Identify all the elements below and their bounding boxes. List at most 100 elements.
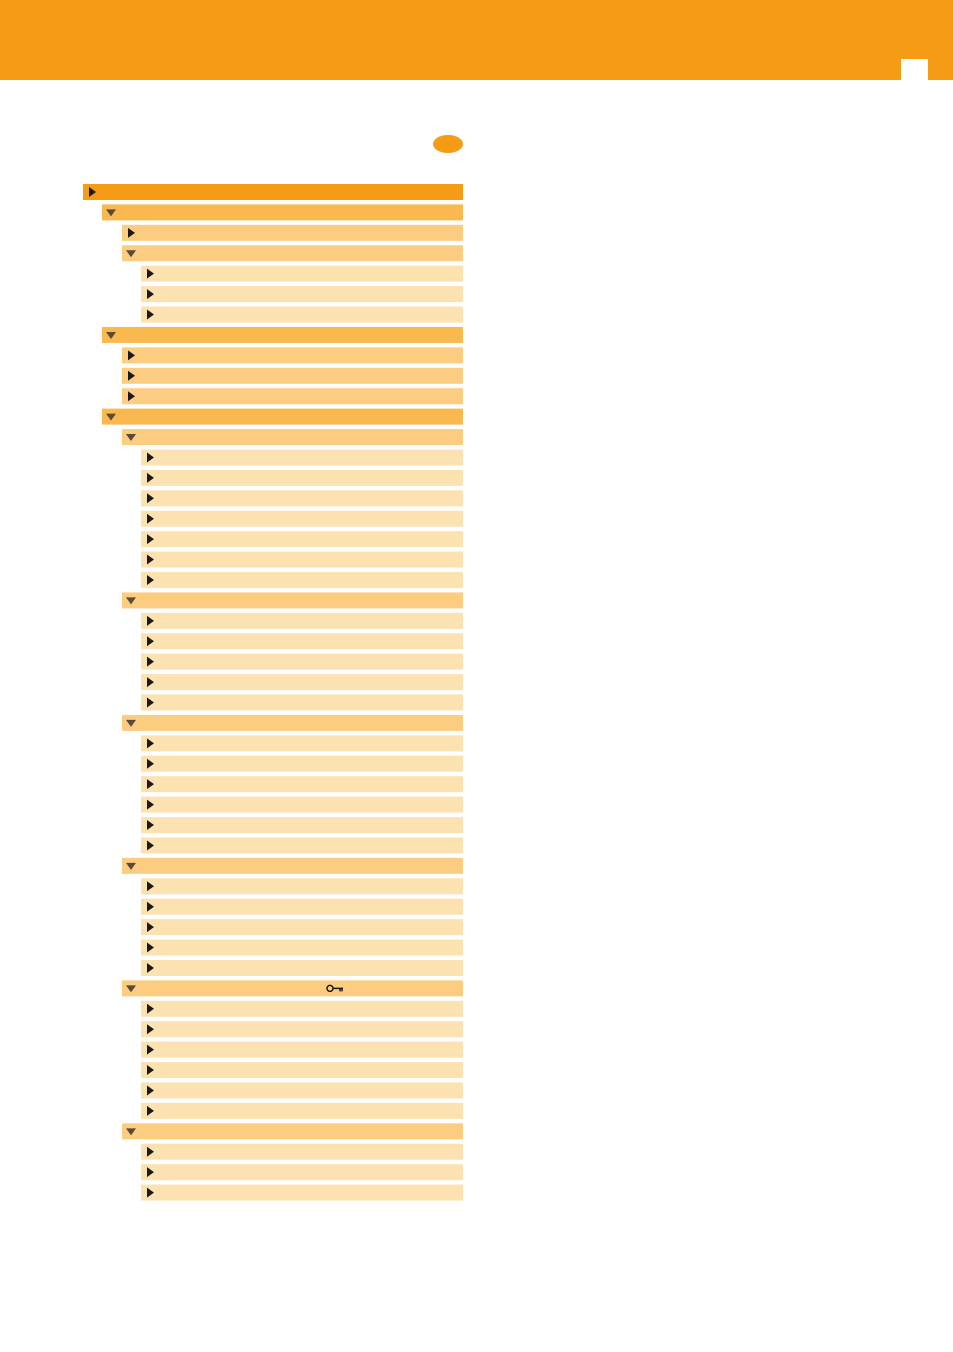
menu-row[interactable] xyxy=(122,429,463,446)
collapse-arrow xyxy=(147,881,154,892)
collapse-arrow xyxy=(147,1105,154,1116)
menu-row[interactable] xyxy=(141,1143,463,1160)
collapse-arrow xyxy=(147,799,154,810)
collapse-arrow xyxy=(147,820,154,831)
menu-row[interactable] xyxy=(141,286,463,303)
expand-arrow xyxy=(106,209,116,217)
collapse-arrow xyxy=(147,615,154,626)
menu-row[interactable] xyxy=(141,878,463,895)
menu-row[interactable] xyxy=(102,326,463,343)
menu-row[interactable] xyxy=(141,306,463,323)
collapse-arrow xyxy=(147,493,154,504)
menu-row[interactable] xyxy=(141,674,463,691)
collapse-arrow xyxy=(147,452,154,463)
menu-row[interactable] xyxy=(141,694,463,711)
collapse-arrow xyxy=(147,309,154,320)
menu-row[interactable] xyxy=(122,347,463,364)
menu-row[interactable] xyxy=(141,1062,463,1079)
collapse-arrow xyxy=(147,1044,154,1055)
menu-tree xyxy=(83,184,463,1201)
page-tab xyxy=(901,59,928,80)
collapse-arrow xyxy=(147,962,154,973)
expand-arrow xyxy=(126,985,136,993)
collapse-arrow xyxy=(89,187,96,197)
menu-row[interactable] xyxy=(141,755,463,772)
menu-row[interactable] xyxy=(141,1000,463,1017)
menu-row[interactable] xyxy=(141,449,463,466)
menu-row[interactable] xyxy=(141,817,463,834)
collapse-arrow xyxy=(147,472,154,483)
menu-row[interactable] xyxy=(141,898,463,915)
collapse-arrow xyxy=(147,1024,154,1035)
expand-arrow xyxy=(106,413,116,421)
menu-row[interactable] xyxy=(141,653,463,670)
menu-row[interactable] xyxy=(141,551,463,568)
menu-row[interactable] xyxy=(141,776,463,793)
menu-row[interactable] xyxy=(102,408,463,425)
menu-row[interactable] xyxy=(141,1102,463,1119)
menu-row[interactable] xyxy=(122,592,463,609)
menu-row[interactable] xyxy=(122,388,463,405)
menu-row[interactable] xyxy=(141,1164,463,1181)
collapse-arrow xyxy=(147,779,154,790)
collapse-arrow xyxy=(147,758,154,769)
expand-arrow xyxy=(126,862,136,870)
collapse-arrow xyxy=(128,227,135,238)
collapse-arrow xyxy=(128,391,135,402)
menu-row[interactable] xyxy=(141,612,463,629)
collapse-arrow xyxy=(147,289,154,300)
header-band xyxy=(0,0,953,80)
expand-arrow xyxy=(106,331,116,339)
collapse-arrow xyxy=(147,901,154,912)
collapse-arrow xyxy=(147,1065,154,1076)
menu-row[interactable] xyxy=(141,490,463,507)
menu-row[interactable] xyxy=(141,959,463,976)
menu-row[interactable] xyxy=(102,204,463,221)
collapse-arrow xyxy=(147,1003,154,1014)
collapse-arrow xyxy=(147,922,154,933)
menu-row[interactable] xyxy=(122,714,463,731)
menu-row[interactable] xyxy=(141,837,463,854)
collapse-arrow xyxy=(147,268,154,279)
menu-row[interactable] xyxy=(141,633,463,650)
collapse-arrow xyxy=(147,554,154,565)
expand-arrow xyxy=(126,1128,136,1136)
expand-arrow xyxy=(126,434,136,442)
collapse-arrow xyxy=(147,574,154,585)
collapse-arrow xyxy=(128,370,135,381)
menu-row[interactable] xyxy=(141,735,463,752)
menu-row[interactable] xyxy=(141,1082,463,1099)
expand-arrow xyxy=(126,719,136,727)
collapse-arrow xyxy=(147,697,154,708)
menu-row[interactable] xyxy=(122,980,463,997)
collapse-arrow xyxy=(147,677,154,688)
key-icon xyxy=(333,987,343,992)
menu-row[interactable] xyxy=(141,1021,463,1038)
menu-row[interactable] xyxy=(141,510,463,527)
menu-row[interactable] xyxy=(141,265,463,282)
menu-row[interactable] xyxy=(141,1184,463,1201)
menu-row[interactable] xyxy=(122,245,463,262)
section-badge xyxy=(433,135,463,153)
collapse-arrow xyxy=(147,1187,154,1198)
menu-row[interactable] xyxy=(122,1123,463,1140)
menu-row[interactable] xyxy=(141,531,463,548)
menu-row[interactable] xyxy=(122,224,463,241)
menu-row[interactable] xyxy=(141,571,463,588)
collapse-arrow xyxy=(147,513,154,524)
menu-row[interactable] xyxy=(141,469,463,486)
menu-row[interactable] xyxy=(141,1041,463,1058)
collapse-arrow xyxy=(128,350,135,361)
collapse-arrow xyxy=(147,840,154,851)
menu-row[interactable] xyxy=(83,184,463,200)
menu-row[interactable] xyxy=(141,796,463,813)
collapse-arrow xyxy=(147,636,154,647)
collapse-arrow xyxy=(147,1167,154,1178)
menu-row[interactable] xyxy=(141,919,463,936)
menu-row[interactable] xyxy=(122,367,463,384)
menu-row[interactable] xyxy=(122,857,463,874)
menu-row[interactable] xyxy=(141,939,463,956)
collapse-arrow xyxy=(147,942,154,953)
